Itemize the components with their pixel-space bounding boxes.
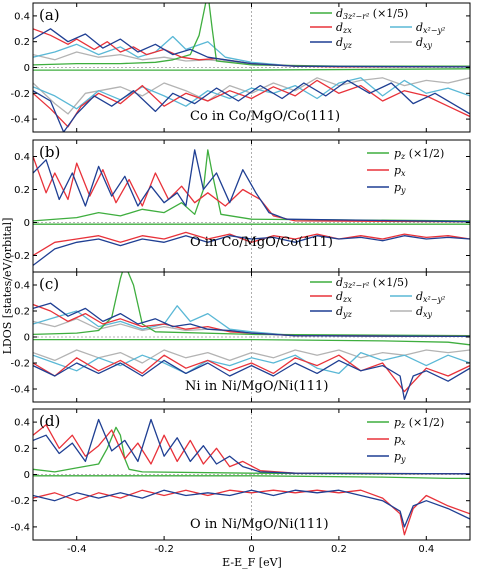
- series-navy-down: [33, 489, 470, 528]
- legend-label: py: [394, 181, 406, 195]
- panel-label: (d): [39, 412, 60, 430]
- series-navy-down: [33, 235, 470, 266]
- series-navy-up: [33, 149, 470, 223]
- legend-label: d3z²−r² (×1/5): [336, 7, 408, 21]
- panel-caption: Ni in Ni/MgO/Ni(111): [185, 379, 328, 394]
- y-tick-label: 0.4: [14, 11, 30, 22]
- legend-label: dzx: [336, 21, 352, 35]
- x-tick-label: -0.2: [154, 544, 174, 555]
- y-tick-label: 0: [24, 333, 30, 344]
- series-cyan-down: [33, 77, 470, 110]
- series-green-up: [33, 426, 470, 475]
- y-tick-label: 0.2: [14, 307, 30, 318]
- panel-label: (c): [39, 275, 59, 293]
- legend-label: dx²−y²: [416, 290, 445, 304]
- legend: pz (×1/2) px py: [367, 147, 444, 195]
- panel-caption: Co in Co/MgO/Co(111): [190, 109, 340, 124]
- x-tick-label: 0.4: [418, 544, 434, 555]
- y-tick-label: 0.4: [14, 418, 30, 429]
- legend-label: dxy: [416, 305, 433, 319]
- series-navy-up: [33, 28, 470, 68]
- curves: [33, 418, 470, 536]
- series-green-down: [33, 68, 470, 71]
- y-tick-label: 0.2: [14, 37, 30, 48]
- y-tick-label: -0.2: [10, 89, 30, 100]
- curves: [33, 272, 470, 401]
- panel-b: 0.4 0.2 0 -0.2 (b) O in Co/MgO/Co(111) pz (×1/…: [10, 139, 471, 273]
- legend-label: dxy: [416, 36, 433, 50]
- series-green-down: [33, 475, 470, 480]
- series-cyan-up: [33, 305, 470, 338]
- x-tick-label: -0.4: [67, 544, 87, 555]
- series-red-down: [33, 489, 470, 536]
- y-tick-label: -0.4: [10, 385, 30, 396]
- series-green-up: [33, 3, 470, 67]
- y-axis-label: LDOS [states/eV/orbital]: [1, 218, 14, 355]
- series-navy-down: [33, 79, 470, 132]
- legend-label: px: [394, 164, 406, 178]
- y-tick-label: -0.2: [10, 496, 30, 507]
- panel-caption: O in Ni/MgO/Ni(111): [190, 517, 329, 532]
- legend: pz (×1/2) px py: [367, 416, 444, 464]
- series-green-up: [33, 272, 470, 337]
- panel-d: 0.4 0.2 0 -0.2 -0.4 (d) O in Ni/MgO/Ni(111) pz …: [10, 408, 471, 541]
- x-tick-label: 0: [248, 544, 254, 555]
- legend-label: px: [394, 433, 406, 447]
- legend-label: pz (×1/2): [394, 147, 444, 161]
- x-tick-label: 0.2: [331, 544, 347, 555]
- legend-label: dzx: [336, 290, 352, 304]
- series-red-down: [33, 354, 470, 393]
- series-navy-up: [33, 418, 470, 475]
- series-red-up: [33, 424, 470, 475]
- y-tick-label: -0.4: [10, 522, 30, 533]
- panel-caption: O in Co/MgO/Co(111): [190, 235, 333, 250]
- legend-label: dyz: [336, 36, 353, 50]
- series-navy-up: [33, 302, 470, 338]
- legend-label: py: [394, 450, 406, 464]
- curves: [33, 149, 470, 266]
- legend: d3z²−r² (×1/5) dx²−y² dzx dxy dyz: [310, 276, 445, 319]
- y-tick-label: 0: [24, 63, 30, 74]
- legend-label: dyz: [336, 305, 353, 319]
- y-tick-label: -0.2: [10, 251, 30, 262]
- series-green-down: [33, 338, 470, 346]
- series-red-down: [33, 231, 470, 257]
- panel-label: (a): [39, 6, 60, 24]
- panel-a: 0.4 0.2 0 -0.2 -0.4 (a) Co in Co/MgO/Co(111) d3…: [10, 2, 471, 133]
- x-axis-label: E-E_F [eV]: [222, 556, 282, 569]
- series-red-up: [33, 156, 470, 223]
- legend-label: d3z²−r² (×1/5): [336, 276, 408, 290]
- legend-label: dx²−y²: [416, 21, 445, 35]
- y-tick-label: 0.2: [14, 185, 30, 196]
- y-tick-label: 0.4: [14, 281, 30, 292]
- series-gray-down: [33, 349, 470, 364]
- series-navy-down: [33, 359, 470, 401]
- legend: d3z²−r² (×1/5) dx²−y² dzx dxy dyz: [310, 7, 445, 50]
- panel-label: (b): [39, 143, 60, 161]
- series-green-up: [33, 149, 470, 222]
- y-tick-label: -0.2: [10, 359, 30, 370]
- series-cyan-up: [33, 35, 470, 68]
- y-tick-label: 0: [24, 470, 30, 481]
- y-tick-label: 0.4: [14, 152, 30, 163]
- y-tick-label: 0: [24, 218, 30, 229]
- panel-c: 0.4 0.2 0 -0.2 -0.4 (c) Ni in Ni/MgO/Ni(111) d3…: [10, 271, 471, 403]
- y-tick-label: 0.2: [14, 444, 30, 455]
- series-cyan-down: [33, 351, 470, 375]
- curves: [33, 3, 470, 132]
- y-tick-label: -0.4: [10, 115, 30, 126]
- legend-label: pz (×1/2): [394, 416, 444, 430]
